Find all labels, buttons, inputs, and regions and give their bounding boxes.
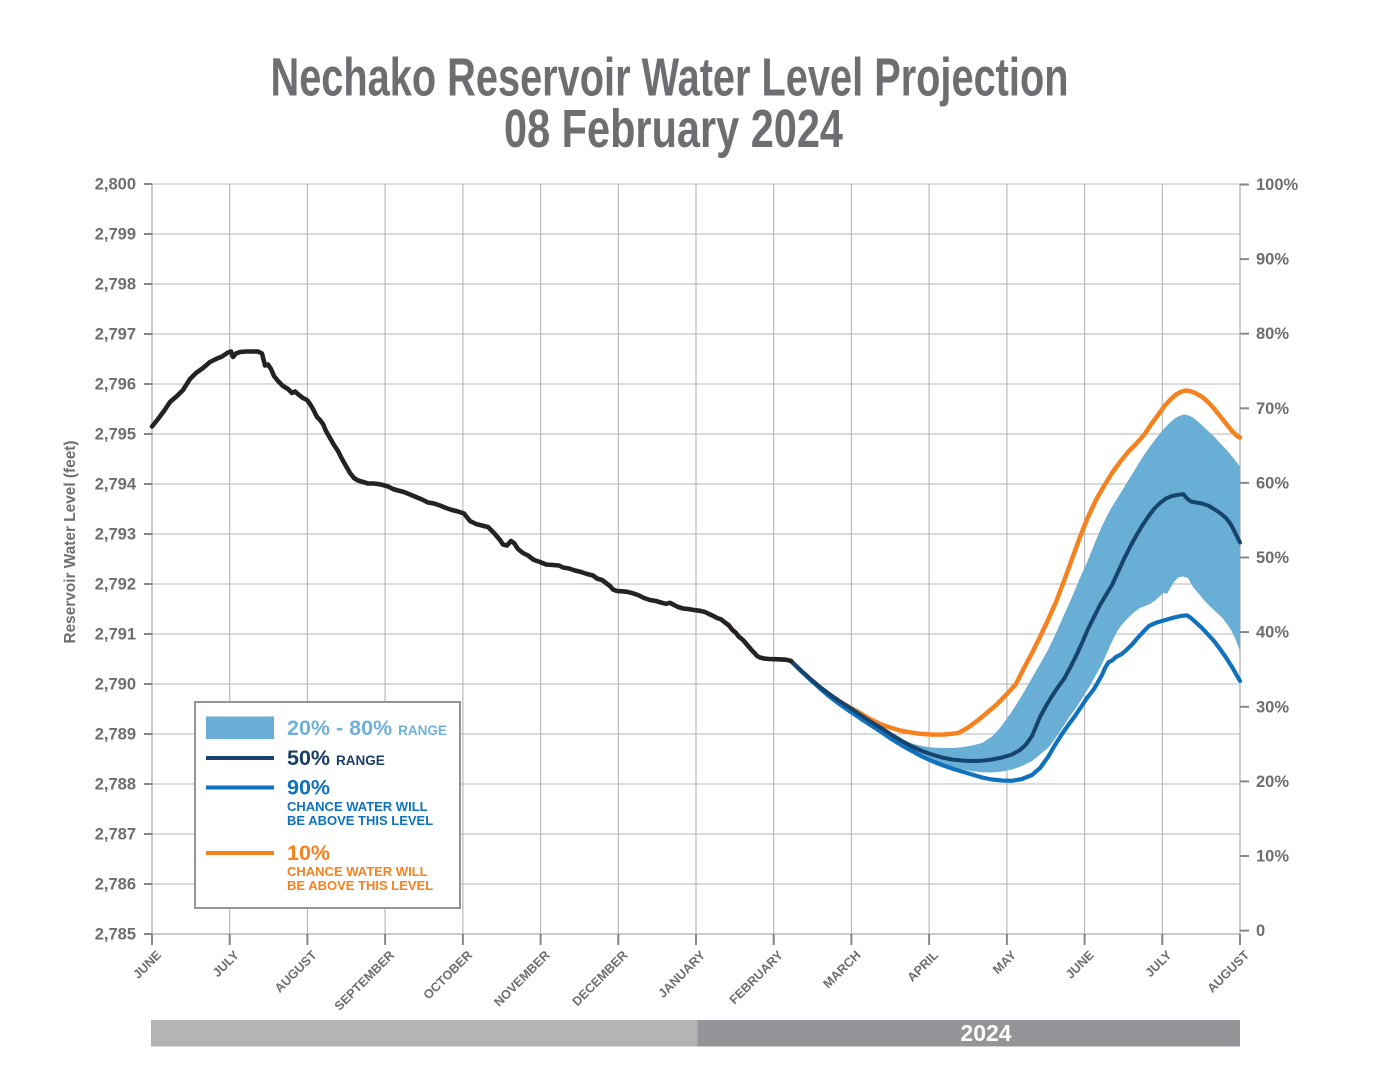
svg-text:90%: 90%: [287, 776, 330, 800]
svg-text:CHANCE WATER WILL: CHANCE WATER WILL: [287, 864, 428, 879]
svg-text:Reservoir Water Level (feet): Reservoir Water Level (feet): [62, 440, 79, 643]
svg-text:90%: 90%: [1256, 251, 1289, 269]
svg-text:08 February 2024: 08 February 2024: [504, 99, 843, 159]
svg-text:2,793: 2,793: [95, 526, 136, 544]
svg-text:2,791: 2,791: [95, 626, 136, 644]
svg-text:80%: 80%: [1256, 325, 1289, 343]
svg-text:10%: 10%: [1256, 848, 1289, 866]
svg-text:2,797: 2,797: [95, 326, 136, 344]
svg-text:2,796: 2,796: [95, 376, 136, 394]
svg-text:0: 0: [1256, 922, 1265, 940]
svg-text:2,795: 2,795: [95, 426, 136, 444]
svg-text:2,787: 2,787: [95, 826, 136, 844]
svg-text:100%: 100%: [1256, 176, 1299, 194]
svg-text:2024: 2024: [960, 1020, 1011, 1046]
svg-text:10%: 10%: [287, 841, 330, 865]
svg-text:40%: 40%: [1256, 624, 1289, 642]
svg-text:50%: 50%: [1256, 549, 1289, 567]
svg-text:2,785: 2,785: [95, 926, 136, 944]
svg-text:2,794: 2,794: [95, 476, 137, 494]
svg-text:70%: 70%: [1256, 400, 1289, 418]
svg-text:2,798: 2,798: [95, 276, 136, 294]
svg-text:2,800: 2,800: [95, 176, 136, 194]
svg-text:30%: 30%: [1256, 698, 1289, 716]
svg-text:CHANCE WATER WILL: CHANCE WATER WILL: [287, 799, 428, 814]
svg-text:2,792: 2,792: [95, 576, 136, 594]
svg-text:20%: 20%: [1256, 773, 1289, 791]
svg-text:BE ABOVE THIS LEVEL: BE ABOVE THIS LEVEL: [287, 813, 433, 828]
svg-text:2,788: 2,788: [95, 776, 136, 794]
svg-text:2,790: 2,790: [95, 676, 136, 694]
svg-text:BE ABOVE THIS LEVEL: BE ABOVE THIS LEVEL: [287, 878, 433, 893]
svg-text:60%: 60%: [1256, 474, 1289, 492]
svg-text:Nechako Reservoir Water Level: Nechako Reservoir Water Level Projection: [271, 48, 1069, 108]
svg-text:2,799: 2,799: [95, 226, 136, 244]
svg-text:2,786: 2,786: [95, 876, 136, 894]
svg-text:2,789: 2,789: [95, 726, 136, 744]
